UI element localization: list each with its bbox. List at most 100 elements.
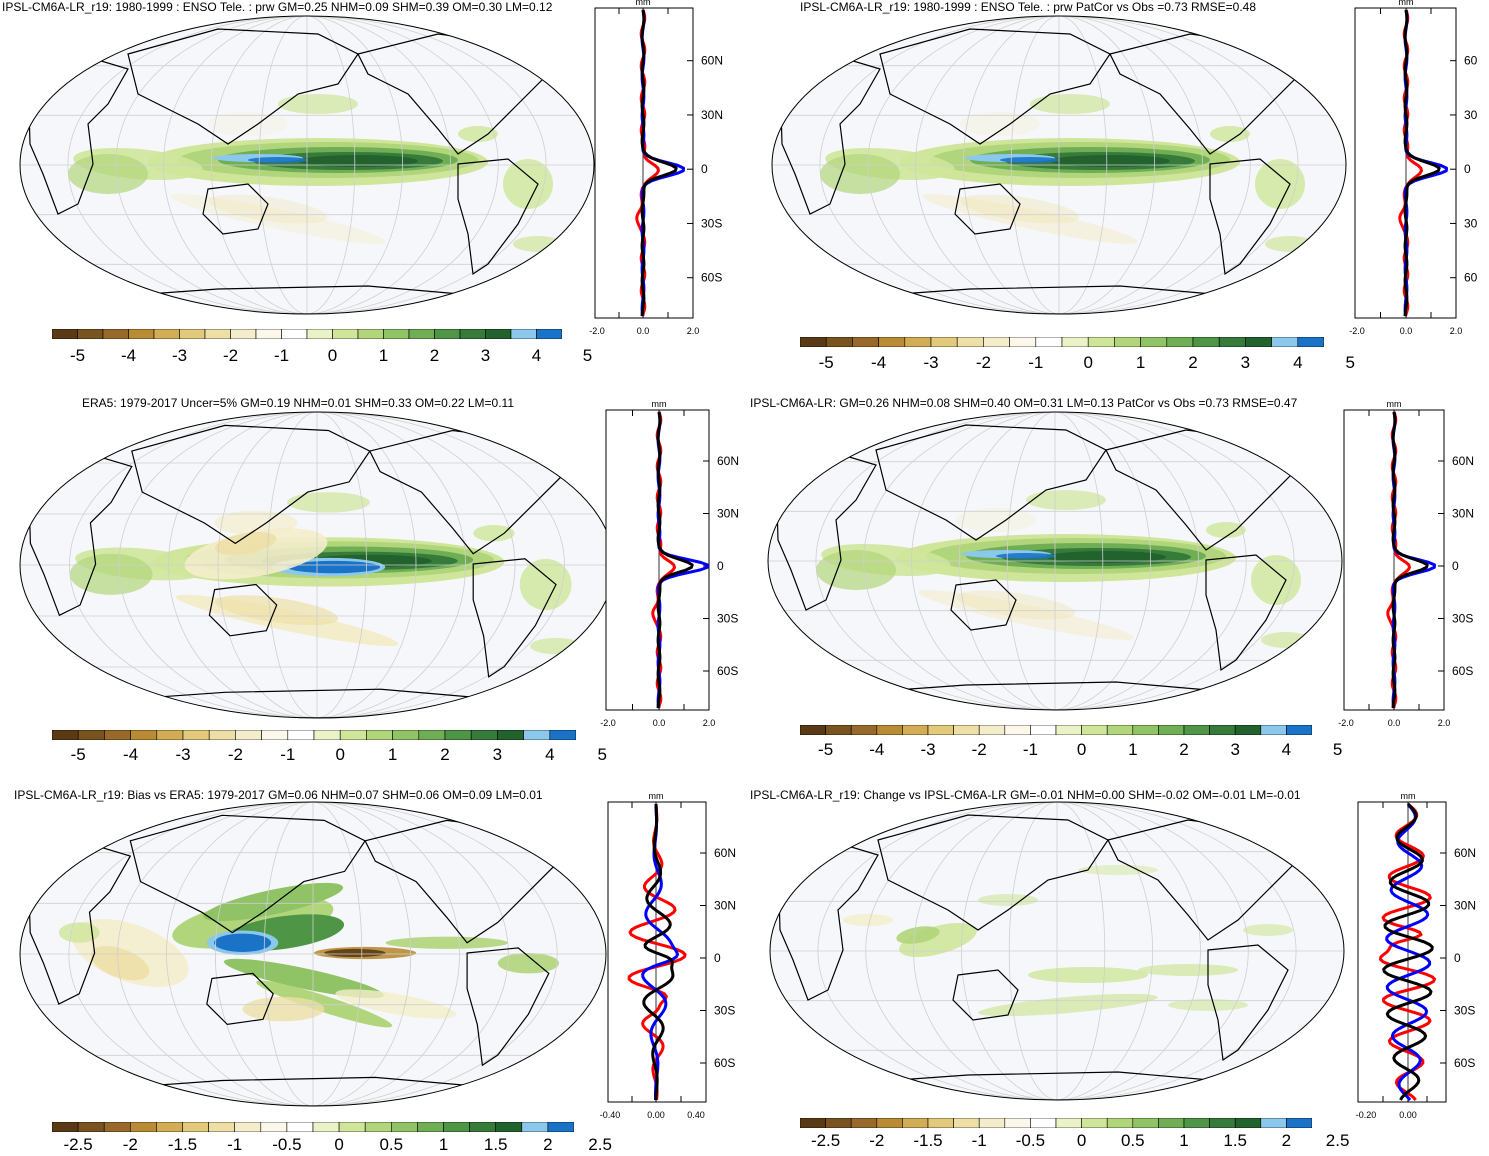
colorbar-tick-label: 3 [480, 346, 491, 365]
colorbar-tick-label: 5 [582, 346, 593, 365]
colorbar-tick-label: -1 [273, 346, 290, 365]
anomaly-field [1000, 157, 1060, 163]
graticule [20, 412, 614, 718]
colorbar-swatch [204, 329, 231, 339]
anomaly-field [1046, 551, 1166, 563]
colorbar-tick-label: 0.5 [379, 1135, 404, 1154]
lat-label: 0 [1454, 951, 1461, 965]
colorbar-swatch [77, 1122, 105, 1132]
colorbar-swatch [287, 730, 315, 740]
anomaly-field [922, 194, 1138, 244]
colorbar-swatch [876, 725, 903, 735]
colorbar-swatch [208, 730, 236, 740]
colorbar-tick-label: -0.5 [1015, 1131, 1046, 1150]
colorbar-tick-label: 1 [387, 745, 398, 764]
colorbar-swatch [1140, 337, 1168, 347]
anomaly-field [215, 595, 339, 626]
anomaly-field [1026, 490, 1106, 510]
anomaly-field [1138, 964, 1238, 976]
colorbar-6 [800, 1118, 1312, 1128]
colorbar-swatch [459, 329, 486, 339]
anomaly-field [324, 948, 386, 958]
x-tick-label: -2.0 [589, 326, 605, 336]
colorbar-swatch [800, 337, 827, 347]
colorbar-swatch [1081, 725, 1108, 735]
colorbar-tick-label: 1 [1128, 740, 1138, 759]
colorbar-tick-label: -1 [1022, 740, 1038, 759]
lat-label: 60N [717, 454, 739, 468]
anomaly-field [458, 126, 498, 142]
colorbar-swatch [1286, 1118, 1312, 1128]
colorbar-swatch [313, 730, 341, 740]
x-tick-label: -0.40 [600, 1110, 621, 1120]
anomaly-field [256, 980, 393, 1028]
lat-label: 30S [701, 216, 722, 230]
colorbar-swatch [1106, 1118, 1134, 1128]
graticule [20, 802, 606, 1106]
map-border [19, 15, 595, 315]
obs-curve [627, 803, 687, 1101]
colorbar-swatch [77, 329, 104, 339]
colorbar-swatch [128, 329, 155, 339]
x-tick-label: 0.0 [637, 326, 650, 336]
colorbar-tick-label: 2 [429, 346, 440, 365]
colorbar-swatch [1055, 725, 1082, 735]
lat-label: 30N [714, 899, 736, 913]
colorbar-swatch [418, 730, 446, 740]
colorbar-tick-label: 4 [1281, 740, 1292, 759]
map-panel-3 [19, 411, 615, 719]
anomaly-field [820, 154, 900, 194]
anomaly-field [335, 989, 457, 1019]
colorbar-swatch [1297, 337, 1324, 347]
anomaly-field [1251, 555, 1301, 605]
x-tick-label: 0.0 [1400, 326, 1413, 336]
colorbar-tick-label: 3 [1240, 353, 1251, 372]
colorbar-swatch [130, 730, 158, 740]
ref-curve [642, 803, 675, 1101]
map-panel-4 [767, 411, 1343, 711]
colorbar-swatch [364, 1122, 392, 1132]
anomaly-field [1030, 94, 1110, 114]
ref-curve [1382, 802, 1434, 1101]
map-border [771, 15, 1347, 315]
colorbar-tick-label: 1 [1179, 1131, 1189, 1150]
colorbar-3 [52, 730, 576, 740]
profile-unit: mm [1387, 399, 1402, 409]
lat-label: 30S [714, 1004, 735, 1018]
colorbar-swatch [444, 730, 472, 740]
colorbar-swatch [1260, 725, 1287, 735]
anomaly-field [208, 112, 288, 136]
anomaly-field [208, 194, 328, 224]
anomaly-field [960, 194, 1080, 224]
x-tick-label: 0.40 [687, 1110, 705, 1120]
anomaly-field [58, 922, 100, 943]
colorbar-swatch [1132, 725, 1159, 735]
colorbar-swatch [902, 725, 929, 735]
zonal-profile-3: mm 60N 30N 0 30S 60S -2.0 0.0 2.0 [600, 399, 739, 728]
colorbar-tick-label: -5 [818, 740, 834, 759]
graticule [768, 412, 1342, 710]
lat-label: 60N [701, 54, 723, 68]
anomaly-field [513, 236, 563, 252]
colorbar-swatch [1183, 725, 1210, 735]
anomaly-field [519, 558, 572, 611]
colorbar-swatch [443, 1122, 470, 1132]
colorbar-tick-label: -1.5 [167, 1135, 198, 1154]
colorbar-swatch [1132, 1118, 1159, 1128]
lat-label: 60N [1452, 454, 1474, 468]
colorbar-tick-label: -2 [227, 745, 243, 764]
anomaly-field [1255, 159, 1305, 209]
zonal-profile-6: mm 60N 30N 0 30S 60S -0.20 0.00 [1356, 791, 1476, 1120]
anomaly-field [242, 996, 325, 1022]
zonal-profile-1: mm 60N 30N 0 30S 60S -2.0 0.0 2.0 [589, 0, 723, 336]
panel-title-4: IPSL-CM6A-LR: GM=0.26 NHM=0.08 SHM=0.40 … [750, 396, 1298, 410]
colorbar-swatch [286, 1122, 314, 1132]
lat-label: 60 [1464, 54, 1478, 68]
x-tick-label: -2.0 [1338, 718, 1354, 728]
colorbar-swatch [904, 337, 932, 347]
lat-label: 60S [1454, 1056, 1475, 1070]
colorbar-swatch [927, 1118, 954, 1128]
colorbar-swatch [77, 730, 105, 740]
anomaly-field [473, 524, 515, 542]
colorbar-swatch [470, 730, 498, 740]
